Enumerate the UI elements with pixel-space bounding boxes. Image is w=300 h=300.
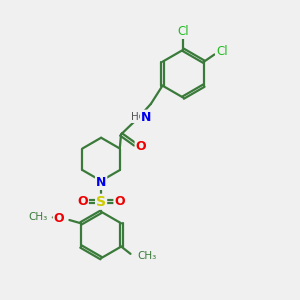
Text: Cl: Cl	[177, 25, 189, 38]
Text: O: O	[114, 195, 125, 208]
Text: CH₃: CH₃	[28, 212, 48, 222]
Text: O: O	[77, 195, 88, 208]
Text: H: H	[130, 112, 138, 122]
Text: O: O	[54, 212, 64, 225]
Text: CH₃: CH₃	[138, 250, 157, 260]
Text: N: N	[141, 111, 151, 124]
Text: Cl: Cl	[216, 45, 228, 58]
Text: O: O	[136, 140, 146, 152]
Text: N: N	[96, 176, 106, 189]
Text: S: S	[96, 195, 106, 209]
